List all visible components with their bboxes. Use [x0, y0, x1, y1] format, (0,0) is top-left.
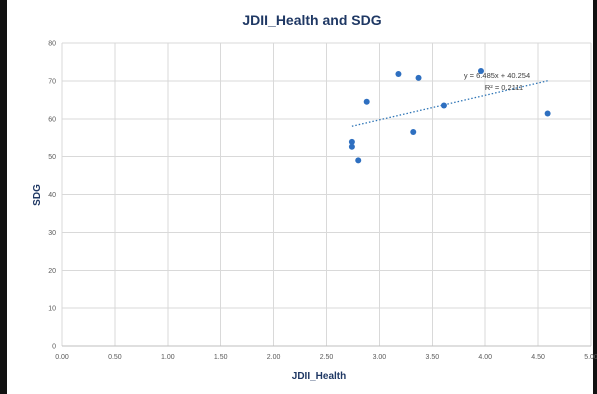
data-point: [415, 74, 422, 81]
tick-labels: 0.00 0.50 1.00 1.50 2.00 2.50 3.00 3.50 4.00 4.50…: [48, 41, 597, 362]
data-point: [477, 68, 484, 75]
y-tick-label: 80: [48, 41, 56, 48]
data-point: [348, 143, 355, 150]
data-point: [410, 129, 417, 136]
x-tick-label: 1.00: [161, 354, 175, 361]
data-point: [395, 71, 402, 78]
y-tick-label: 70: [48, 78, 56, 85]
y-tick-label: 30: [48, 230, 56, 237]
x-axis-title: JDII_Health: [292, 371, 346, 382]
chart-title: JDII_Health and SDG: [242, 12, 381, 28]
y-tick-label: 40: [48, 192, 56, 199]
x-tick-label: 5.00: [584, 354, 597, 361]
data-point: [440, 102, 447, 109]
trendline-equation: y = 6.485x + 40.254: [464, 71, 530, 80]
x-tick-label: 3.50: [425, 354, 439, 361]
data-point: [355, 157, 362, 164]
x-tick-label: 2.50: [320, 354, 334, 361]
trendline-r-squared: R² = 0.2111: [485, 83, 523, 92]
y-tick-label: 0: [52, 344, 56, 351]
y-axis-title: SDG: [32, 184, 43, 206]
x-tick-label: 4.00: [478, 354, 492, 361]
y-tick-label: 50: [48, 154, 56, 161]
x-tick-label: 0.00: [55, 354, 69, 361]
data-points: [348, 68, 551, 164]
data-point: [348, 138, 355, 145]
y-tick-label: 60: [48, 116, 56, 123]
x-tick-label: 3.00: [373, 354, 387, 361]
x-tick-label: 2.00: [267, 354, 281, 361]
y-tick-label: 20: [48, 268, 56, 275]
data-point: [363, 98, 370, 105]
scatter-chart: JDII_Health and SDG 0.00 0.50 1.00 1.50 2.00…: [32, 12, 597, 382]
y-tick-label: 10: [48, 306, 56, 313]
data-point: [544, 110, 551, 117]
x-tick-label: 0.50: [108, 354, 122, 361]
gridlines: [61, 42, 592, 347]
x-tick-label: 4.50: [531, 354, 545, 361]
x-tick-label: 1.50: [214, 354, 228, 361]
